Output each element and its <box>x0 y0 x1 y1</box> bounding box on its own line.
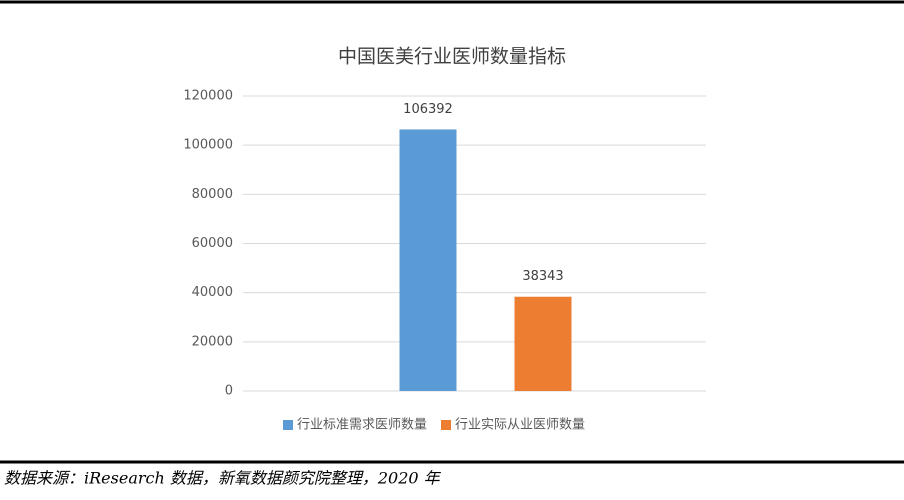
bar <box>399 129 457 391</box>
chart-title: 中国医美行业医师数量指标 <box>338 46 566 68</box>
bar <box>514 296 572 391</box>
y-tick-label: 60000 <box>192 236 233 251</box>
y-tick-label: 20000 <box>192 334 233 349</box>
y-tick-label: 100000 <box>183 138 233 153</box>
y-tick-label: 40000 <box>192 285 233 300</box>
legend-swatch <box>441 420 452 430</box>
legend-label: 行业标准需求医师数量 <box>297 418 427 433</box>
source-note: 数据来源：iResearch 数据，新氧数据颜究院整理，2020 年 <box>4 469 442 488</box>
legend-label: 行业实际从业医师数量 <box>455 418 585 433</box>
y-tick-label: 80000 <box>192 187 233 202</box>
value-label: 38343 <box>522 269 563 284</box>
value-label: 106392 <box>403 102 453 117</box>
legend-swatch <box>283 420 293 430</box>
y-tick-label: 120000 <box>183 89 233 104</box>
y-tick-label: 0 <box>225 384 233 399</box>
